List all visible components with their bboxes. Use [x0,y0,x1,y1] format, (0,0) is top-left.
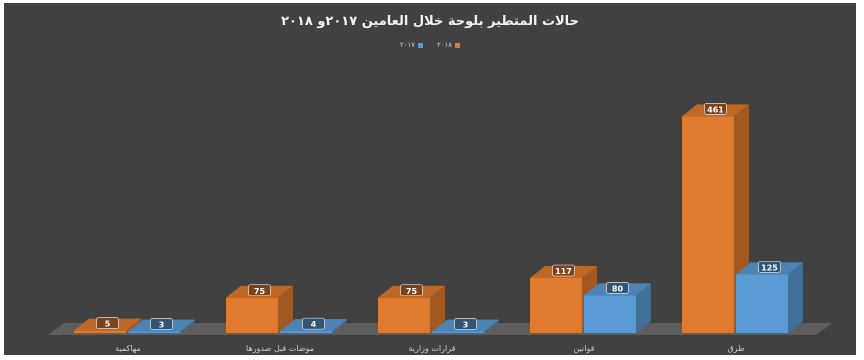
chart-frame: 461 125 117 80 75 3 75 4 5 3 طرق قوانين قرارات وزار… [4,3,856,355]
bar-front-1-series-0 [530,278,582,333]
category-label-0: طرق [728,344,745,353]
data-label-2-series-1: 3 [454,318,477,330]
bar-side-4-series-1 [180,319,195,333]
data-label-box-1-series-1 [606,282,629,294]
data-label-text-1-series-1: 80 [612,284,624,293]
bar-side-2-series-1 [484,319,499,333]
data-label-box-2-series-0 [400,284,423,297]
data-label-0-series-1: 125 [758,260,781,273]
bar-front-4-series-1 [128,331,180,333]
bar-front-0-series-1 [736,274,788,333]
bar-side-2-series-0 [430,285,445,333]
bar-front-0-series-0 [682,116,734,333]
data-label-box-2-series-1 [454,318,477,330]
data-label-0-series-0: 461 [704,103,727,115]
data-label-box-0-series-1 [758,260,781,273]
chart-title: حالات المتطير بلوحة خلال العامين ٢٠١٧و ٢… [281,14,579,29]
data-label-text-3-series-0: 75 [254,287,266,296]
data-label-box-1-series-0 [552,264,575,277]
bar-side-1-series-1 [636,283,651,333]
data-label-text-4-series-0: 5 [105,320,111,329]
data-label-3-series-0: 75 [248,284,271,297]
legend-label-series-1: ٢٠١٧ [399,41,415,49]
legend-entry-series-1: ٢٠١٧ [400,41,423,49]
data-label-text-0-series-0: 461 [707,105,724,114]
bar-front-2-series-0 [378,297,430,333]
bars-group [74,104,803,333]
bar-front-4-series-0 [74,330,126,333]
legend-label-series-0: ٢٠١٨ [437,41,453,49]
category-label-2: قرارات وزارية [409,344,456,353]
bar-front-3-series-1 [280,331,332,333]
data-label-box-3-series-1 [302,317,325,330]
legend-swatch-series-0 [455,42,461,48]
legend: ٢٠١٨ ٢٠١٧ [4,41,856,49]
data-label-1-series-1: 80 [606,282,629,294]
data-label-box-4-series-0 [96,317,119,329]
data-label-text-1-series-0: 117 [555,267,572,276]
data-label-4-series-0: 5 [96,317,119,329]
data-label-text-0-series-1: 125 [761,263,778,272]
data-label-text-2-series-1: 3 [463,321,469,330]
data-label-box-4-series-1 [150,318,173,330]
bar-front-2-series-1 [432,331,484,333]
bar-side-3-series-1 [332,319,347,333]
data-label-text-4-series-1: 3 [159,321,165,330]
data-label-box-3-series-0 [248,284,271,297]
category-label-3: موضات قبل صدورها [246,344,314,353]
data-label-2-series-0: 75 [400,284,423,297]
data-label-3-series-1: 4 [302,317,325,330]
data-labels-group: 461 125 117 80 75 3 75 4 5 3 [96,103,781,330]
bar-front-1-series-1 [584,295,636,333]
data-label-box-0-series-0 [704,103,727,115]
bar-front-3-series-0 [226,297,278,333]
bar-side-4-series-0 [126,318,141,333]
data-label-text-3-series-1: 4 [311,320,317,329]
bar-0-series-1 [736,262,803,333]
data-label-1-series-0: 117 [552,264,575,277]
category-label-1: قوانين [574,344,595,353]
category-label-4: مهاكمية [115,344,141,353]
data-label-4-series-1: 3 [150,318,173,330]
chart-plot: 461 125 117 80 75 3 75 4 5 3 طرق قوانين قرارات وزار… [48,103,832,353]
legend-entry-series-0: ٢٠١٨ [437,41,461,49]
bar-1-series-1 [584,283,651,333]
bar-side-3-series-0 [278,285,293,333]
category-labels-group: طرق قوانين قرارات وزارية موضات قبل صدورها مه… [115,344,744,353]
bar-side-0-series-1 [788,262,803,333]
legend-swatch-series-1 [418,42,423,48]
data-label-text-2-series-0: 75 [406,287,418,296]
